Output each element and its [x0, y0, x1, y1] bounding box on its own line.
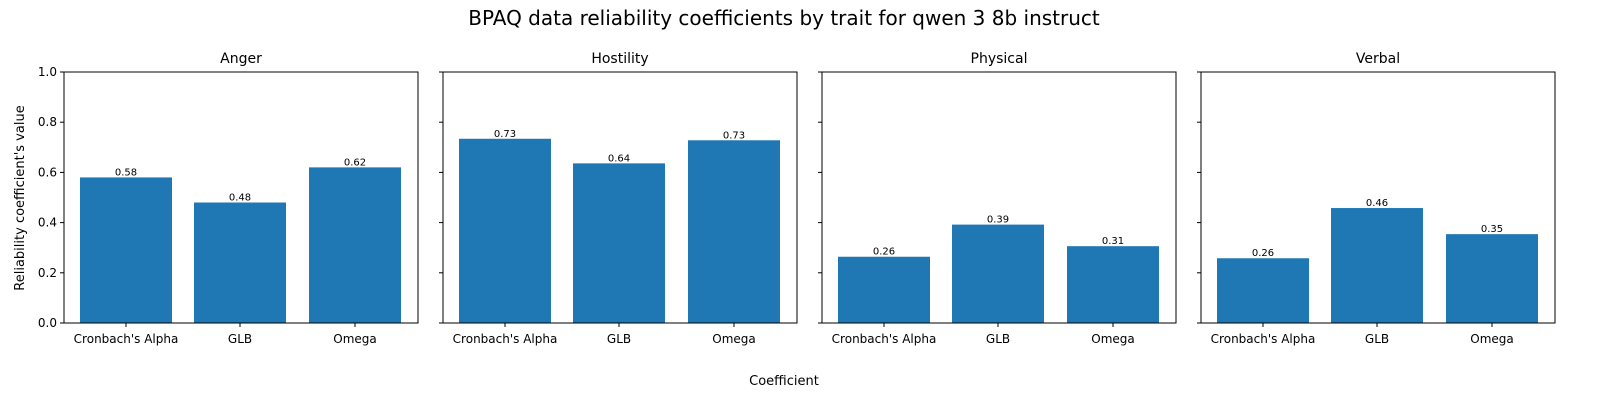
- plot-frame: [821, 71, 1177, 324]
- bar-value-label: 0.39: [987, 215, 1009, 226]
- bar-2: [309, 167, 401, 323]
- chart-panel-verbal: Verbal 0.26 Cronbach's Alpha 0.46 GLB 0.35 Ome…: [1197, 51, 1556, 346]
- x-tick-label: Omega: [333, 332, 377, 346]
- bar-1: [194, 202, 286, 323]
- bar-value-label: 0.73: [494, 129, 516, 140]
- y-tick-label: 1.0: [38, 65, 57, 79]
- x-tick-label: Cronbach's Alpha: [74, 332, 179, 346]
- chart-panel-anger: Anger 0.58 Cronbach's Alpha 0.48 GLB 0.62 Omeg…: [38, 51, 419, 346]
- bar-1: [952, 224, 1044, 323]
- plot-frame: [442, 71, 798, 324]
- bar-value-label: 0.62: [344, 157, 366, 168]
- x-tick-label: Cronbach's Alpha: [453, 332, 558, 346]
- x-tick-label: GLB: [607, 332, 631, 346]
- y-tick-label: 0.2: [38, 266, 57, 280]
- bar-value-label: 0.46: [1366, 198, 1388, 209]
- bar-0: [80, 177, 172, 323]
- bar-2: [1446, 234, 1538, 323]
- bar-value-label: 0.64: [608, 153, 630, 164]
- bar-1: [573, 163, 665, 323]
- chart-panel-hostility: Hostility 0.73 Cronbach's Alpha 0.64 GLB 0.73…: [439, 51, 798, 346]
- bar-value-label: 0.26: [1252, 248, 1274, 259]
- x-tick-label: Cronbach's Alpha: [1211, 332, 1316, 346]
- x-tick-label: GLB: [228, 332, 252, 346]
- panel-title: Verbal: [1356, 51, 1400, 67]
- x-tick-label: Omega: [1091, 332, 1135, 346]
- y-tick-label: 0.6: [38, 165, 57, 179]
- x-tick-label: GLB: [1365, 332, 1389, 346]
- x-tick-label: Cronbach's Alpha: [832, 332, 937, 346]
- bar-value-label: 0.35: [1481, 224, 1503, 235]
- x-tick-label: Omega: [712, 332, 756, 346]
- y-tick-label: 0.4: [38, 216, 57, 230]
- y-tick-label: 0.0: [38, 316, 57, 330]
- bar-0: [459, 138, 551, 323]
- bar-value-label: 0.58: [115, 167, 137, 178]
- bar-1: [1331, 208, 1423, 323]
- plot-frame: [63, 71, 419, 324]
- panel-title: Physical: [971, 51, 1028, 67]
- bar-value-label: 0.48: [229, 193, 251, 204]
- panel-title: Anger: [220, 51, 262, 67]
- figure-title: BPAQ data reliability coefficients by tr…: [468, 6, 1100, 30]
- chart-panels: Anger 0.58 Cronbach's Alpha 0.48 GLB 0.62 Omeg…: [38, 51, 1556, 346]
- x-tick-label: GLB: [986, 332, 1010, 346]
- bar-value-label: 0.73: [723, 130, 745, 141]
- bar-0: [1217, 258, 1309, 323]
- panel-title: Hostility: [591, 51, 648, 67]
- x-axis-label: Coefficient: [749, 374, 819, 389]
- plot-frame: [1200, 71, 1556, 324]
- y-axis-label: Reliability coefficient's value: [13, 105, 28, 290]
- bar-2: [688, 140, 780, 323]
- bar-2: [1067, 246, 1159, 323]
- y-tick-label: 0.8: [38, 115, 57, 129]
- x-tick-label: Omega: [1470, 332, 1514, 346]
- bar-value-label: 0.31: [1102, 236, 1124, 247]
- chart-panel-physical: Physical 0.26 Cronbach's Alpha 0.39 GLB 0.31 O…: [818, 51, 1177, 346]
- bar-0: [838, 256, 930, 323]
- bar-value-label: 0.26: [873, 247, 895, 258]
